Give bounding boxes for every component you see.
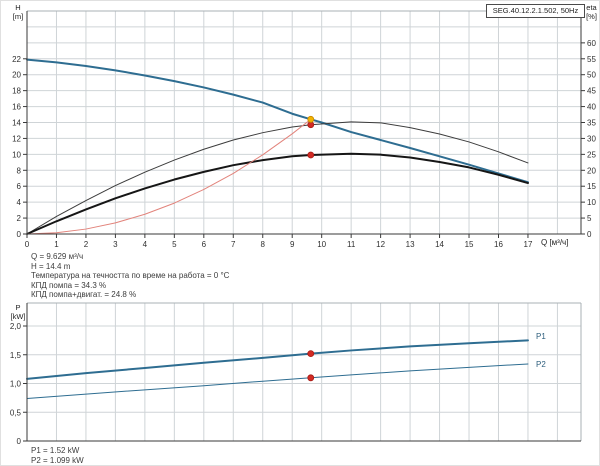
svg-text:50: 50 (587, 71, 596, 80)
svg-text:18: 18 (12, 87, 21, 96)
q-axis-label: Q [м³/ч] (541, 238, 569, 247)
svg-text:8: 8 (17, 166, 22, 175)
chart2-series (26, 339, 529, 399)
chart1-markers (307, 115, 315, 159)
svg-text:25: 25 (587, 150, 596, 159)
info-eta-pump-motor: КПД помпа+двигат. = 24.8 % (31, 290, 137, 300)
info-flow: Q = 9.629 м³/ч (31, 252, 84, 261)
svg-text:4: 4 (17, 198, 22, 207)
pump-model-title-box: SEG.40.12.2.1.502, 50Hz (486, 4, 585, 18)
svg-text:6: 6 (17, 182, 22, 191)
info-eta-pump: КПД помпа = 34.3 % (31, 280, 107, 290)
chart2-frame (27, 302, 582, 441)
svg-text:4: 4 (143, 240, 148, 249)
svg-text:12: 12 (376, 240, 385, 249)
duty-point-info-block: Q = 9.629 м³/ч H = 14.4 m Температура на… (31, 252, 229, 300)
p2-value: P2 = 1.099 kW (31, 455, 84, 465)
curve-eta-pump (26, 121, 529, 235)
svg-text:20: 20 (587, 166, 596, 175)
curve-p2 (26, 363, 529, 399)
curve-system-curve (26, 118, 312, 235)
svg-text:40: 40 (587, 103, 596, 112)
svg-text:2: 2 (17, 214, 22, 223)
svg-text:17: 17 (524, 240, 533, 249)
curve-eta-pump-motor (26, 152, 529, 235)
power-values-block: P1 = 1.52 kW P2 = 1.099 kW (31, 446, 84, 465)
p1-value: P1 = 1.52 kW (31, 446, 80, 455)
h-axis-unit-line1: H (15, 3, 21, 12)
svg-text:3: 3 (113, 240, 118, 249)
eta-axis-unit-label: eta [%] (583, 3, 599, 21)
svg-text:20: 20 (12, 71, 21, 80)
svg-text:8: 8 (261, 240, 266, 249)
svg-text:14: 14 (12, 119, 21, 128)
svg-text:1: 1 (54, 240, 59, 249)
eta-motor-point (307, 151, 315, 159)
chart2-markers (307, 350, 315, 382)
curve-p1 (26, 339, 529, 380)
h-axis-unit-line2: [m] (12, 11, 24, 21)
svg-text:13: 13 (406, 240, 415, 249)
chart1-axes: 0246810121416182022051015202530354045505… (12, 11, 596, 249)
svg-text:0: 0 (17, 437, 22, 446)
duty-point (307, 115, 315, 123)
svg-text:30: 30 (587, 134, 596, 143)
eta-axis-unit-line1: eta (586, 3, 597, 12)
svg-text:2,0: 2,0 (10, 322, 22, 331)
svg-text:14: 14 (435, 240, 444, 249)
p1-series-label: P1 (536, 332, 546, 341)
p2-series-label: P2 (536, 360, 546, 369)
svg-text:45: 45 (587, 87, 596, 96)
info-head: H = 14.4 m (31, 261, 71, 271)
info-temperature: Температура на течността по време на раб… (31, 271, 230, 281)
curve-qh-curve (26, 58, 529, 184)
eta-axis-unit-line2: [%] (586, 11, 597, 21)
svg-text:11: 11 (347, 240, 356, 249)
svg-text:9: 9 (290, 240, 295, 249)
svg-text:6: 6 (202, 240, 207, 249)
svg-text:0,5: 0,5 (10, 408, 22, 417)
svg-text:12: 12 (12, 134, 21, 143)
p2-point (307, 374, 315, 382)
p-axis-unit-line2: [kW] (10, 311, 26, 321)
svg-text:1,0: 1,0 (10, 380, 22, 389)
svg-text:10: 10 (317, 240, 326, 249)
svg-text:10: 10 (587, 198, 596, 207)
svg-text:5: 5 (587, 214, 592, 223)
chart2-axes: 0 0,5 1,0 1,5 2,0 (10, 303, 581, 446)
svg-text:10: 10 (12, 150, 21, 159)
svg-text:16: 16 (494, 240, 503, 249)
svg-text:0: 0 (587, 230, 592, 239)
svg-text:0: 0 (17, 230, 22, 239)
p-axis-unit-label: P [kW] (5, 303, 31, 321)
svg-text:0: 0 (25, 240, 30, 249)
svg-text:55: 55 (587, 55, 596, 64)
svg-text:60: 60 (587, 39, 596, 48)
svg-text:7: 7 (231, 240, 236, 249)
svg-text:15: 15 (465, 240, 474, 249)
svg-text:2: 2 (84, 240, 89, 249)
p1-point (307, 350, 315, 358)
svg-text:1,5: 1,5 (10, 351, 22, 360)
svg-text:35: 35 (587, 119, 596, 128)
h-axis-unit-label: H [m] (5, 3, 31, 21)
svg-text:15: 15 (587, 182, 596, 191)
chart1-series (26, 58, 529, 235)
svg-text:5: 5 (172, 240, 177, 249)
svg-text:16: 16 (12, 103, 21, 112)
svg-text:22: 22 (12, 55, 21, 64)
p-axis-unit-line1: P (15, 303, 21, 312)
